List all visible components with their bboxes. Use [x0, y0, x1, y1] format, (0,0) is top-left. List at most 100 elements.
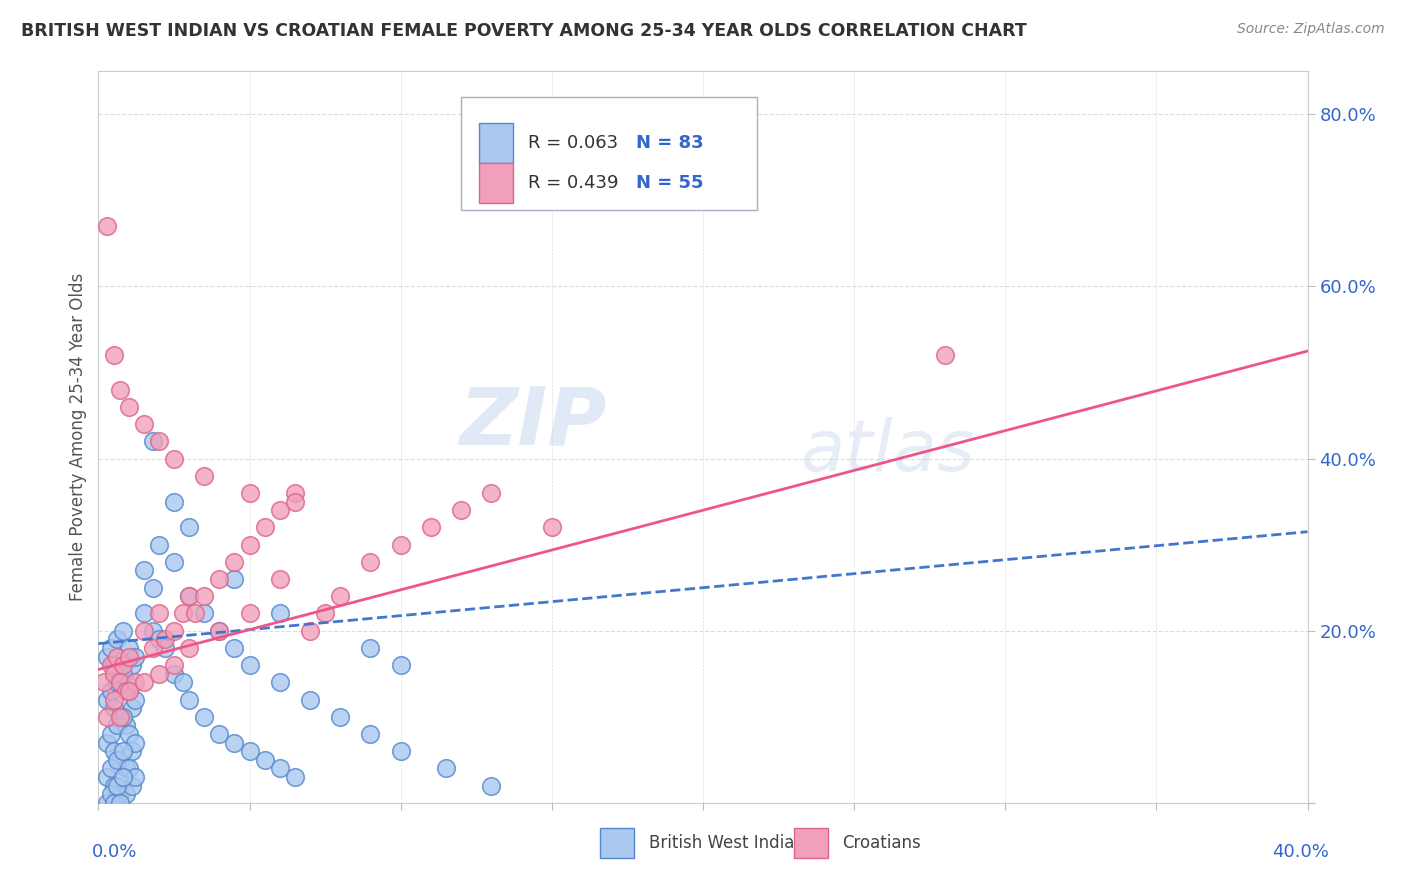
Point	[481, 779, 503, 793]
Point	[96, 649, 118, 664]
Point	[108, 710, 131, 724]
Text: British West Indians: British West Indians	[648, 834, 813, 852]
Point	[100, 787, 122, 801]
Point	[239, 607, 262, 621]
Point	[118, 649, 141, 664]
Point	[100, 684, 122, 698]
Point	[108, 796, 131, 810]
Point	[105, 753, 128, 767]
Text: Croatians: Croatians	[842, 834, 921, 852]
Point	[96, 710, 118, 724]
Point	[142, 640, 165, 655]
Point	[111, 666, 134, 681]
Point	[329, 710, 352, 724]
Point	[934, 348, 956, 362]
Point	[124, 735, 146, 749]
Point	[299, 624, 322, 638]
Y-axis label: Female Poverty Among 25-34 Year Olds: Female Poverty Among 25-34 Year Olds	[69, 273, 87, 601]
Point	[224, 572, 246, 586]
Point	[132, 624, 155, 638]
Point	[239, 744, 262, 758]
Point	[108, 383, 131, 397]
Point	[193, 607, 215, 621]
Point	[269, 607, 291, 621]
FancyBboxPatch shape	[461, 97, 758, 211]
Point	[224, 640, 246, 655]
Text: Source: ZipAtlas.com: Source: ZipAtlas.com	[1237, 22, 1385, 37]
Point	[103, 701, 125, 715]
Point	[105, 718, 128, 732]
Text: 0.0%: 0.0%	[91, 843, 136, 861]
Point	[132, 607, 155, 621]
Point	[121, 744, 143, 758]
Point	[105, 632, 128, 647]
Point	[121, 779, 143, 793]
Point	[105, 649, 128, 664]
Point	[253, 520, 276, 534]
Point	[208, 727, 231, 741]
Point	[184, 607, 207, 621]
Point	[103, 348, 125, 362]
Point	[314, 607, 336, 621]
Point	[111, 744, 134, 758]
Point	[239, 486, 262, 500]
Text: BRITISH WEST INDIAN VS CROATIAN FEMALE POVERTY AMONG 25-34 YEAR OLDS CORRELATION: BRITISH WEST INDIAN VS CROATIAN FEMALE P…	[21, 22, 1026, 40]
Point	[108, 666, 131, 681]
Point	[111, 770, 134, 784]
Point	[148, 434, 170, 449]
Point	[121, 701, 143, 715]
Point	[142, 624, 165, 638]
Point	[100, 727, 122, 741]
Point	[179, 589, 201, 603]
Point	[114, 718, 136, 732]
Point	[179, 640, 201, 655]
Point	[148, 538, 170, 552]
Point	[163, 451, 186, 466]
Point	[105, 675, 128, 690]
Point	[118, 684, 141, 698]
Point	[540, 520, 562, 534]
Point	[208, 624, 231, 638]
Point	[284, 494, 307, 508]
Text: 40.0%: 40.0%	[1272, 843, 1329, 861]
Point	[481, 486, 503, 500]
Point	[96, 735, 118, 749]
Text: ZIP: ZIP	[458, 384, 606, 461]
Point	[124, 675, 146, 690]
Point	[103, 692, 125, 706]
Point	[224, 735, 246, 749]
Point	[360, 727, 382, 741]
Bar	[600, 829, 634, 858]
Point	[239, 538, 262, 552]
Point	[163, 494, 186, 508]
Point	[208, 572, 231, 586]
Point	[114, 761, 136, 775]
Point	[269, 503, 291, 517]
Point	[450, 503, 472, 517]
Bar	[479, 163, 513, 203]
Point	[163, 624, 186, 638]
Point	[208, 624, 231, 638]
Point	[105, 779, 128, 793]
Point	[132, 564, 155, 578]
Point	[108, 753, 131, 767]
Point	[111, 710, 134, 724]
Bar	[479, 123, 513, 163]
Point	[269, 761, 291, 775]
Point	[163, 555, 186, 569]
Point	[96, 219, 118, 234]
Point	[420, 520, 443, 534]
Point	[114, 684, 136, 698]
Point	[329, 589, 352, 603]
Point	[148, 607, 170, 621]
Point	[96, 796, 118, 810]
Point	[172, 607, 194, 621]
Point	[96, 692, 118, 706]
Point	[96, 770, 118, 784]
Point	[124, 649, 146, 664]
Point	[193, 589, 215, 603]
Point	[108, 710, 131, 724]
Point	[100, 658, 122, 673]
Point	[179, 520, 201, 534]
Point	[132, 675, 155, 690]
